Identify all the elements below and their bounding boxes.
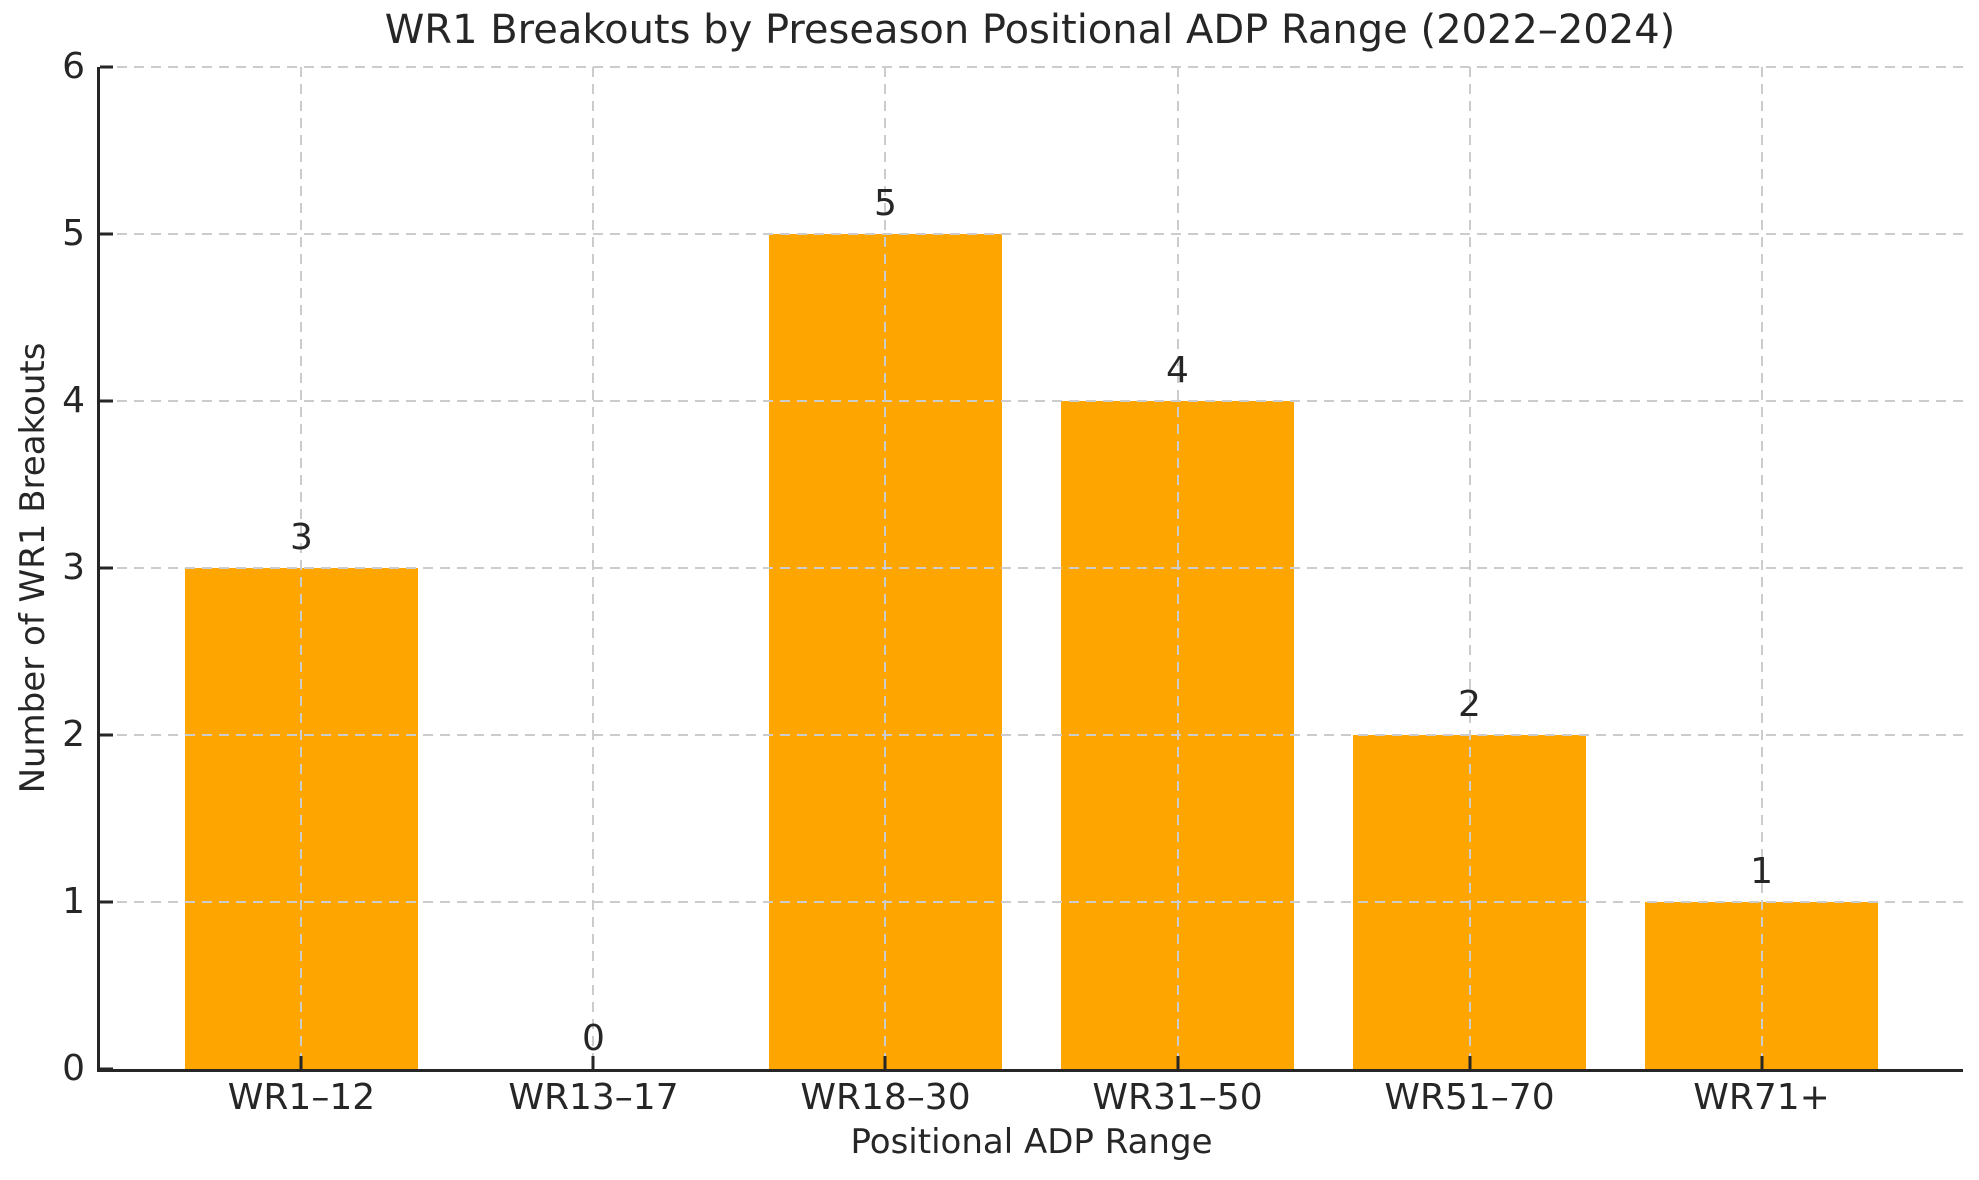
x-tick-label: WR1–12: [227, 1077, 376, 1118]
x-tick-label: WR18–30: [800, 1077, 971, 1118]
y-axis-tick-mark: [100, 566, 113, 570]
x-axis-tick-mark: [591, 1056, 595, 1069]
x-axis-tick-mark: [1176, 1056, 1179, 1069]
y-axis-tick-mark: [100, 399, 113, 403]
y-axis-tick-mark: [100, 900, 113, 904]
horizontal-gridline: [100, 399, 1963, 402]
vertical-gridline: [300, 67, 303, 1069]
x-tick-label: WR13–17: [508, 1077, 679, 1118]
y-axis-tick-labels: 0 1 2 3 4 5 6: [0, 46, 85, 1089]
x-axis-tick-mark: [299, 1056, 303, 1069]
horizontal-gridline: [100, 901, 1963, 903]
bar-value-label: 5: [874, 183, 897, 225]
y-tick-label: 5: [62, 213, 85, 254]
x-axis-tick-labels: WR1–12 WR13–17 WR18–30 WR31–50 WR51–70 WR71+: [100, 1078, 1963, 1128]
vertical-gridline: [1176, 67, 1179, 1069]
y-tick-label: 6: [62, 46, 85, 87]
bar-value-label: 1: [1750, 851, 1773, 893]
bar-value-label: 0: [582, 1018, 605, 1060]
x-axis-title: Positional ADP Range: [850, 1122, 1213, 1162]
bar-value-label: 3: [290, 517, 313, 559]
horizontal-gridline: [100, 66, 1963, 68]
vertical-gridline: [1760, 67, 1763, 1069]
horizontal-gridline: [100, 567, 1963, 569]
plot-area: 3 0 5 4 2 1: [97, 65, 1963, 1072]
bar-value-label: 2: [1458, 684, 1481, 726]
y-tick-label: 2: [62, 714, 85, 755]
y-tick-label: 3: [62, 547, 85, 588]
y-axis-tick-mark: [100, 65, 113, 69]
x-tick-label: WR51–70: [1384, 1077, 1555, 1118]
x-axis-tick-mark: [883, 1056, 887, 1069]
y-tick-label: 0: [62, 1048, 85, 1089]
y-tick-label: 4: [62, 380, 85, 421]
vertical-gridline: [884, 67, 887, 1069]
y-axis-tick-mark: [100, 232, 113, 236]
chart-title: WR1 Breakouts by Preseason Positional AD…: [384, 7, 1676, 53]
x-tick-label: WR71+: [1693, 1077, 1830, 1118]
x-axis-tick-mark: [1760, 1056, 1764, 1069]
bar-value-label: 4: [1166, 350, 1189, 392]
y-axis-tick-mark: [100, 733, 113, 737]
y-tick-label: 1: [62, 881, 85, 922]
y-axis-tick-mark: [100, 1067, 113, 1071]
vertical-gridline: [1468, 67, 1471, 1069]
horizontal-gridline: [100, 232, 1963, 235]
x-tick-label: WR31–50: [1092, 1077, 1263, 1118]
x-axis-tick-mark: [1468, 1056, 1471, 1069]
vertical-gridline: [592, 67, 595, 1069]
horizontal-gridline: [100, 733, 1963, 736]
